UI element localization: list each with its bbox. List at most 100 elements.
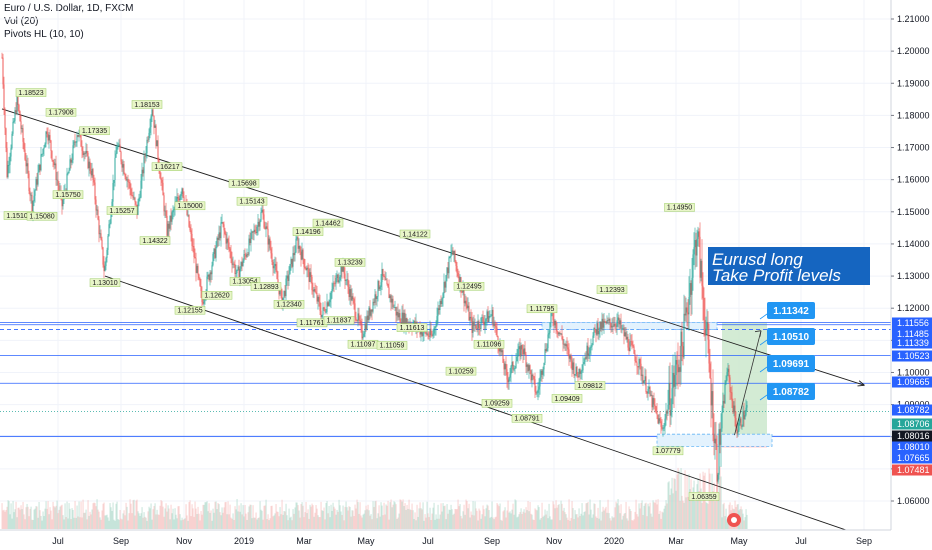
volume-bar <box>125 502 127 529</box>
price-tag[interactable]: 1.07481 <box>892 464 932 476</box>
volume-bar <box>499 503 501 529</box>
price-tag[interactable]: 1.08782 <box>892 404 932 416</box>
volume-bar <box>234 506 236 529</box>
volume-bar <box>120 518 122 529</box>
pivot-label-low: 1.12155 <box>174 305 206 315</box>
price-tag[interactable]: 1.08010 <box>892 441 932 453</box>
volume-bar <box>260 509 262 529</box>
volume-bar <box>661 511 663 529</box>
horizontal-levels[interactable] <box>0 322 891 437</box>
projection-arrow[interactable] <box>734 330 762 436</box>
price-tag[interactable]: 1.11485 <box>892 328 932 340</box>
candle-body <box>374 294 376 303</box>
volume-bar <box>577 517 579 529</box>
volume-bar <box>322 510 324 529</box>
volume-bar <box>673 478 675 529</box>
volume-bar <box>482 505 484 529</box>
pivot-label-text: 1.11059 <box>380 343 405 350</box>
candle-body <box>554 320 556 326</box>
price-tag[interactable]: 1.09665 <box>892 376 932 388</box>
candle-body <box>500 345 502 353</box>
event-marker-icon[interactable] <box>727 513 741 527</box>
long-position-tool[interactable] <box>722 322 767 448</box>
pivot-label-box <box>481 399 513 408</box>
price-tag-bg <box>892 418 932 430</box>
candle-body <box>436 316 438 326</box>
candle-body <box>742 411 744 427</box>
volume-bar <box>269 518 271 529</box>
price-tag[interactable]: 1.08706 <box>892 418 932 430</box>
candle-body <box>102 247 104 265</box>
x-tick-label: Sep <box>484 536 500 546</box>
take-profit-label[interactable]: 1.08782 <box>759 383 815 401</box>
note-box-bg[interactable] <box>708 247 870 285</box>
take-profit-box[interactable] <box>767 383 815 400</box>
price-tag[interactable]: 1.07665 <box>892 452 932 464</box>
volume-bar <box>115 503 117 529</box>
volume-bar <box>410 509 412 529</box>
price-tag-text: 1.11339 <box>897 338 929 348</box>
take-profit-box[interactable] <box>767 328 815 345</box>
volume-bar <box>226 514 228 529</box>
volume-bar <box>284 511 286 529</box>
take-profit-label[interactable]: 1.11342 <box>759 302 815 320</box>
take-profit-value: 1.11342 <box>773 306 809 317</box>
candle-body <box>644 376 646 381</box>
pivots-indicator-label[interactable]: Pivots HL (10, 10) <box>4 29 84 40</box>
pivot-label-text: 1.14462 <box>315 220 340 227</box>
support-zone[interactable] <box>656 433 773 447</box>
volume-bar <box>239 511 241 529</box>
symbol-title[interactable]: Euro / U.S. Dollar, 1D, FXCM <box>4 3 134 14</box>
price-tag[interactable]: 1.11556 <box>892 317 932 329</box>
candle-body <box>640 363 642 376</box>
candle-body <box>453 250 455 255</box>
candle-body <box>593 327 595 336</box>
volume-bar <box>550 519 552 529</box>
candle-body <box>662 428 664 430</box>
candle-body <box>510 366 512 375</box>
volume-bar <box>343 520 345 529</box>
take-profit-labels[interactable]: 1.11342 1.10510 1.09691 1.08782 <box>759 302 815 401</box>
pivot-label-text: 1.09409 <box>554 396 579 403</box>
time-axis[interactable]: Jul Sep Nov 2019 Mar May Jul Sep Nov 2020 Mar May Ju… <box>0 529 891 550</box>
candle-body <box>707 322 709 340</box>
take-profit-box[interactable] <box>767 355 815 372</box>
candle-body <box>375 294 377 300</box>
take-profit-label[interactable]: 1.10510 <box>759 328 815 346</box>
volume-bar <box>532 519 534 529</box>
price-tag[interactable]: 1.11339 <box>892 337 932 349</box>
volume-bar <box>693 480 695 529</box>
candle-body <box>22 128 24 142</box>
profit-zone[interactable] <box>722 322 767 437</box>
candle-body <box>693 247 695 255</box>
volume-bar <box>607 499 609 529</box>
volume-bar <box>105 515 107 529</box>
volume-bar <box>498 506 500 529</box>
candle-body <box>371 309 373 312</box>
price-axis[interactable]: 1.210001.200001.190001.180001.170001.160… <box>890 0 932 550</box>
volume-bar <box>46 508 48 529</box>
candle-body <box>438 308 440 311</box>
candle-body <box>653 398 655 405</box>
candle-body <box>351 296 353 301</box>
volume-indicator-label[interactable]: Vol (20) <box>4 16 39 27</box>
price-tag[interactable]: 1.10523 <box>892 350 932 362</box>
volume-bar <box>711 473 713 529</box>
volume-bar <box>580 513 582 529</box>
candle-body <box>219 232 221 239</box>
take-profit-box[interactable] <box>767 302 815 319</box>
candle-body <box>709 363 711 378</box>
pivot-label-text: 1.13239 <box>337 260 362 267</box>
candle-body <box>247 253 249 255</box>
volume-bar <box>254 517 256 529</box>
price-tag[interactable]: 1.08016 <box>892 430 932 442</box>
take-profit-label[interactable]: 1.09691 <box>759 355 815 373</box>
volume-bar <box>264 505 266 529</box>
volume-bar <box>546 510 548 529</box>
volume-bar <box>92 503 94 529</box>
resistance-zone[interactable] <box>541 321 718 330</box>
volume-bar <box>164 508 166 529</box>
candle-body <box>613 323 615 327</box>
